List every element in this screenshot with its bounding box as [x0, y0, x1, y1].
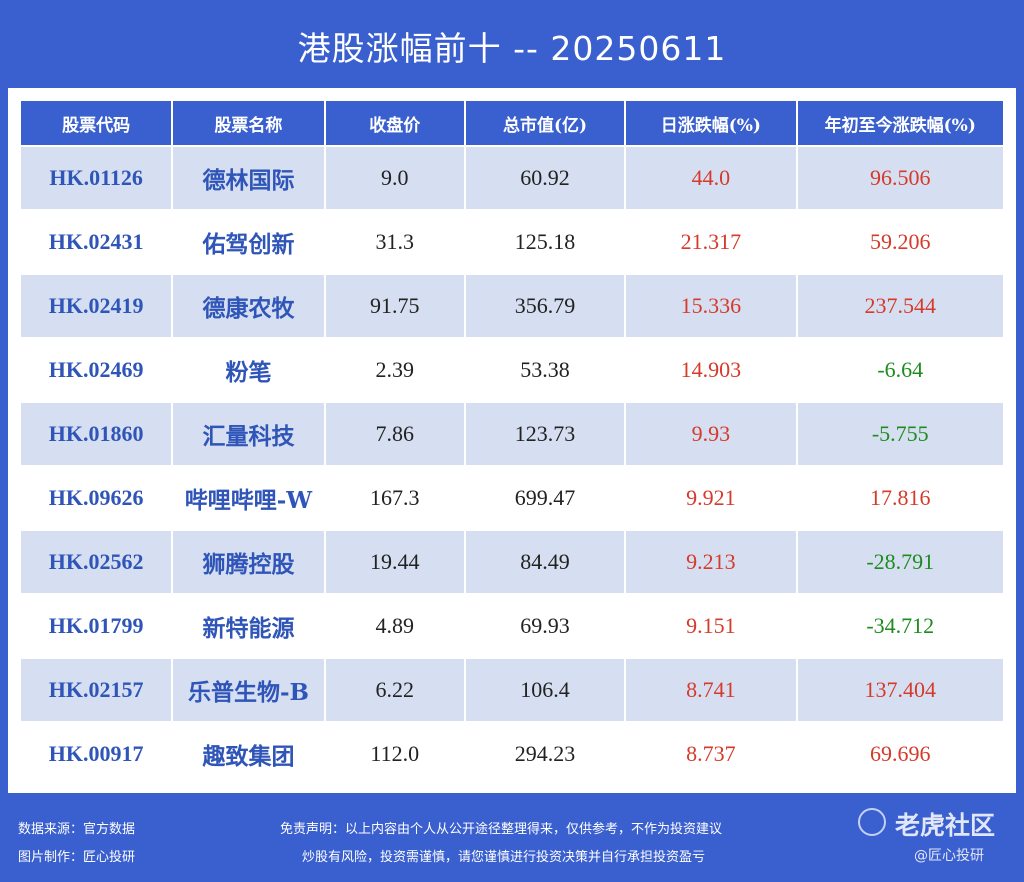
column-header: 股票代码 — [21, 101, 172, 145]
market-cap-cell: 699.47 — [465, 467, 625, 529]
ytd-change-cell: 59.206 — [797, 211, 1003, 273]
market-cap-cell: 294.23 — [465, 723, 625, 785]
stock-code-cell: HK.01799 — [21, 595, 172, 657]
market-cap-cell: 60.92 — [465, 147, 625, 209]
daily-change-cell: 9.213 — [626, 531, 796, 593]
stock-name-cell: 哔哩哔哩-W — [173, 467, 324, 529]
table-row: HK.02431 佑驾创新 31.3 125.18 21.317 59.206 — [21, 211, 1003, 273]
daily-change-cell: 15.336 — [626, 275, 796, 337]
ytd-change-cell: -5.755 — [797, 403, 1003, 465]
stock-name-cell: 趣致集团 — [173, 723, 324, 785]
daily-change-cell: 14.903 — [626, 339, 796, 401]
close-price-cell: 9.0 — [325, 147, 464, 209]
table-body: HK.01126 德林国际 9.0 60.92 44.0 96.506 HK.02431 佑驾… — [21, 147, 1003, 785]
market-cap-cell: 69.93 — [465, 595, 625, 657]
ytd-change-cell: -28.791 — [797, 531, 1003, 593]
ytd-change-cell: -34.712 — [797, 595, 1003, 657]
stock-name-cell: 佑驾创新 — [173, 211, 324, 273]
table-header-row: 股票代码 股票名称 收盘价 总市值(亿) 日涨跌幅(%) 年初至今涨跌幅(%) — [21, 101, 1003, 145]
ytd-change-cell: 17.816 — [797, 467, 1003, 529]
column-header: 股票名称 — [173, 101, 324, 145]
market-cap-cell: 106.4 — [465, 659, 625, 721]
daily-change-cell: 44.0 — [626, 147, 796, 209]
ytd-change-cell: 137.404 — [797, 659, 1003, 721]
watermark-brand: 老虎社区 — [895, 811, 996, 840]
stock-code-cell: HK.00917 — [21, 723, 172, 785]
table-row: HK.02419 德康农牧 91.75 356.79 15.336 237.544 — [21, 275, 1003, 337]
table-row: HK.02469 粉笔 2.39 53.38 14.903 -6.64 — [21, 339, 1003, 401]
stock-code-cell: HK.02469 — [21, 339, 172, 401]
stock-code-cell: HK.02431 — [21, 211, 172, 273]
table-row: HK.01860 汇量科技 7.86 123.73 9.93 -5.755 — [21, 403, 1003, 465]
stock-code-cell: HK.02157 — [21, 659, 172, 721]
stock-name-cell: 汇量科技 — [173, 403, 324, 465]
watermark-handle: @匠心投研 — [914, 848, 984, 864]
stock-name-cell: 新特能源 — [173, 595, 324, 657]
column-header: 收盘价 — [325, 101, 464, 145]
stock-name-cell: 德林国际 — [173, 147, 324, 209]
footer-maker: 图片制作：匠心投研 — [18, 850, 136, 865]
daily-change-cell: 9.151 — [626, 595, 796, 657]
page-title: 港股涨幅前十 -- 20250611 — [297, 29, 727, 68]
tiger-logo-icon — [858, 808, 886, 836]
daily-change-cell: 8.737 — [626, 723, 796, 785]
stock-name-cell: 狮腾控股 — [173, 531, 324, 593]
stock-table-panel: 股票代码 股票名称 收盘价 总市值(亿) 日涨跌幅(%) 年初至今涨跌幅(%) HK.01… — [8, 88, 1016, 793]
close-price-cell: 7.86 — [325, 403, 464, 465]
daily-change-cell: 21.317 — [626, 211, 796, 273]
market-cap-cell: 125.18 — [465, 211, 625, 273]
daily-change-cell: 8.741 — [626, 659, 796, 721]
stock-code-cell: HK.09626 — [21, 467, 172, 529]
footer-source: 数据来源：官方数据 — [18, 822, 136, 837]
market-cap-cell: 356.79 — [465, 275, 625, 337]
market-cap-cell: 53.38 — [465, 339, 625, 401]
footer-disclaimer-1: 免责声明：以上内容由个人从公开途径整理得来，仅供参考，不作为投资建议 — [280, 822, 723, 837]
daily-change-cell: 9.93 — [626, 403, 796, 465]
close-price-cell: 167.3 — [325, 467, 464, 529]
table-row: HK.09626 哔哩哔哩-W 167.3 699.47 9.921 17.816 — [21, 467, 1003, 529]
column-header: 总市值(亿) — [465, 101, 625, 145]
close-price-cell: 91.75 — [325, 275, 464, 337]
close-price-cell: 31.3 — [325, 211, 464, 273]
ytd-change-cell: 237.544 — [797, 275, 1003, 337]
ytd-change-cell: 96.506 — [797, 147, 1003, 209]
stock-code-cell: HK.02419 — [21, 275, 172, 337]
daily-change-cell: 9.921 — [626, 467, 796, 529]
stock-name-cell: 德康农牧 — [173, 275, 324, 337]
close-price-cell: 2.39 — [325, 339, 464, 401]
stock-name-cell: 乐普生物-B — [173, 659, 324, 721]
table-row: HK.01799 新特能源 4.89 69.93 9.151 -34.712 — [21, 595, 1003, 657]
ytd-change-cell: -6.64 — [797, 339, 1003, 401]
close-price-cell: 4.89 — [325, 595, 464, 657]
stock-name-cell: 粉笔 — [173, 339, 324, 401]
market-cap-cell: 123.73 — [465, 403, 625, 465]
table-row: HK.02157 乐普生物-B 6.22 106.4 8.741 137.404 — [21, 659, 1003, 721]
close-price-cell: 19.44 — [325, 531, 464, 593]
stock-table: 股票代码 股票名称 收盘价 总市值(亿) 日涨跌幅(%) 年初至今涨跌幅(%) HK.01… — [19, 99, 1005, 787]
column-header: 日涨跌幅(%) — [626, 101, 796, 145]
table-row: HK.00917 趣致集团 112.0 294.23 8.737 69.696 — [21, 723, 1003, 785]
table-row: HK.01126 德林国际 9.0 60.92 44.0 96.506 — [21, 147, 1003, 209]
footer-disclaimer-2: 炒股有风险，投资需谨慎，请您谨慎进行投资决策并自行承担投资盈亏 — [302, 850, 706, 865]
close-price-cell: 6.22 — [325, 659, 464, 721]
table-row: HK.02562 狮腾控股 19.44 84.49 9.213 -28.791 — [21, 531, 1003, 593]
market-cap-cell: 84.49 — [465, 531, 625, 593]
stock-code-cell: HK.01860 — [21, 403, 172, 465]
close-price-cell: 112.0 — [325, 723, 464, 785]
ytd-change-cell: 69.696 — [797, 723, 1003, 785]
stock-code-cell: HK.01126 — [21, 147, 172, 209]
column-header: 年初至今涨跌幅(%) — [797, 101, 1003, 145]
stock-code-cell: HK.02562 — [21, 531, 172, 593]
